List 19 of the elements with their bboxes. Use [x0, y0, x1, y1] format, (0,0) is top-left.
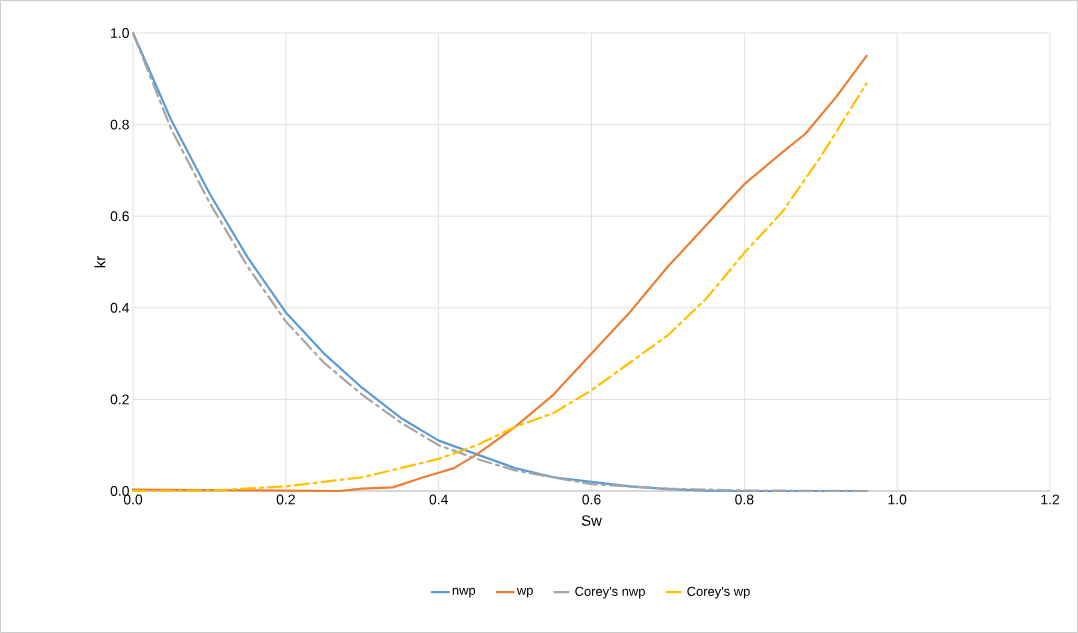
- legend-label: wp: [516, 587, 533, 598]
- x-tick-label: 0.0: [123, 494, 143, 505]
- x-tick-label: 0.8: [735, 494, 754, 505]
- legend-label: nwp: [452, 587, 476, 598]
- legend-label: Corey's nwp: [575, 586, 645, 599]
- y-tick-label: 0.4: [110, 302, 130, 313]
- y-axis-title: kr: [94, 256, 106, 268]
- x-tick-label: 0.6: [582, 494, 601, 505]
- y-tick-label: 0.8: [110, 119, 129, 130]
- x-tick-label: 0.2: [276, 494, 295, 505]
- y-tick-label: 0.2: [110, 394, 129, 405]
- y-tick-label: 1.0: [111, 28, 129, 38]
- x-axis-title: Sw: [581, 515, 602, 526]
- x-tick-label: 0.4: [429, 494, 448, 505]
- x-tick-label: 1.0: [888, 494, 907, 505]
- y-tick-label: 0.6: [110, 211, 129, 222]
- y-tick-label: 0.0: [110, 486, 129, 496]
- legend-label: Corey's wp: [687, 586, 750, 599]
- x-tick-label: 1.2: [1041, 494, 1060, 505]
